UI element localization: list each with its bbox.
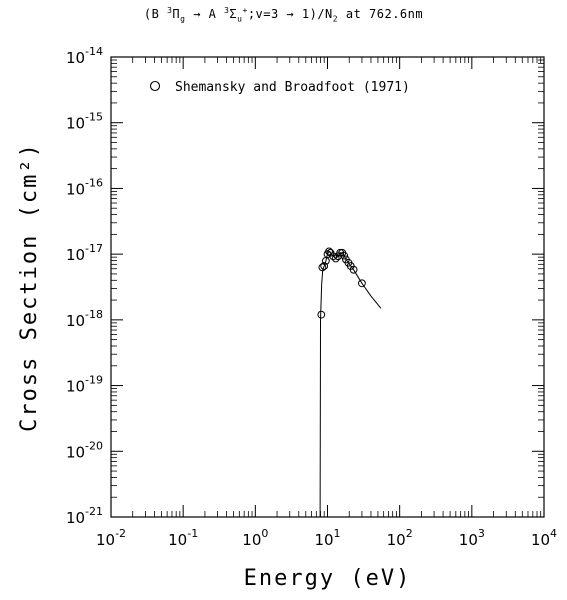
x-tick-label: 104 [531, 527, 557, 549]
x-tick-label: 10-2 [96, 527, 126, 549]
y-axis-label: Cross Section (cm²) [17, 142, 42, 432]
x-axis-label: Energy (eV) [244, 566, 412, 591]
y-tick-label: 10-15 [66, 111, 103, 133]
fit-curve-line [319, 250, 382, 518]
x-tick-label: 102 [387, 527, 413, 549]
x-tick-label: 100 [242, 527, 268, 549]
data-point [331, 254, 340, 263]
x-tick-label: 103 [459, 527, 485, 549]
y-tick-label: 10-18 [66, 308, 103, 330]
y-tick-label: 10-17 [66, 242, 103, 264]
data-point [318, 263, 327, 272]
plot-frame [110, 56, 545, 518]
y-tick-label: 10-20 [66, 439, 103, 461]
data-point [336, 248, 345, 257]
x-tick-label: 101 [314, 527, 340, 549]
x-tick-label: 10-1 [168, 527, 198, 549]
data-point [329, 252, 338, 261]
data-point [358, 279, 366, 288]
data-point [325, 247, 333, 256]
data-point [340, 251, 349, 260]
data-point [349, 265, 358, 274]
y-tick-label: 10-21 [66, 505, 103, 527]
legend-label: Shemansky and Broadfoot (1971) [175, 80, 410, 95]
chart-title: (B 3Πg → A 3Σu+;v=3 → 1)/N2 at 762.6nm [143, 6, 424, 24]
y-tick-label: 10-16 [66, 176, 103, 198]
data-point [320, 262, 329, 270]
y-tick-label: 10-14 [66, 45, 103, 67]
data-point [317, 310, 326, 319]
y-tick-label: 10-19 [66, 374, 103, 396]
legend-marker [149, 80, 161, 92]
